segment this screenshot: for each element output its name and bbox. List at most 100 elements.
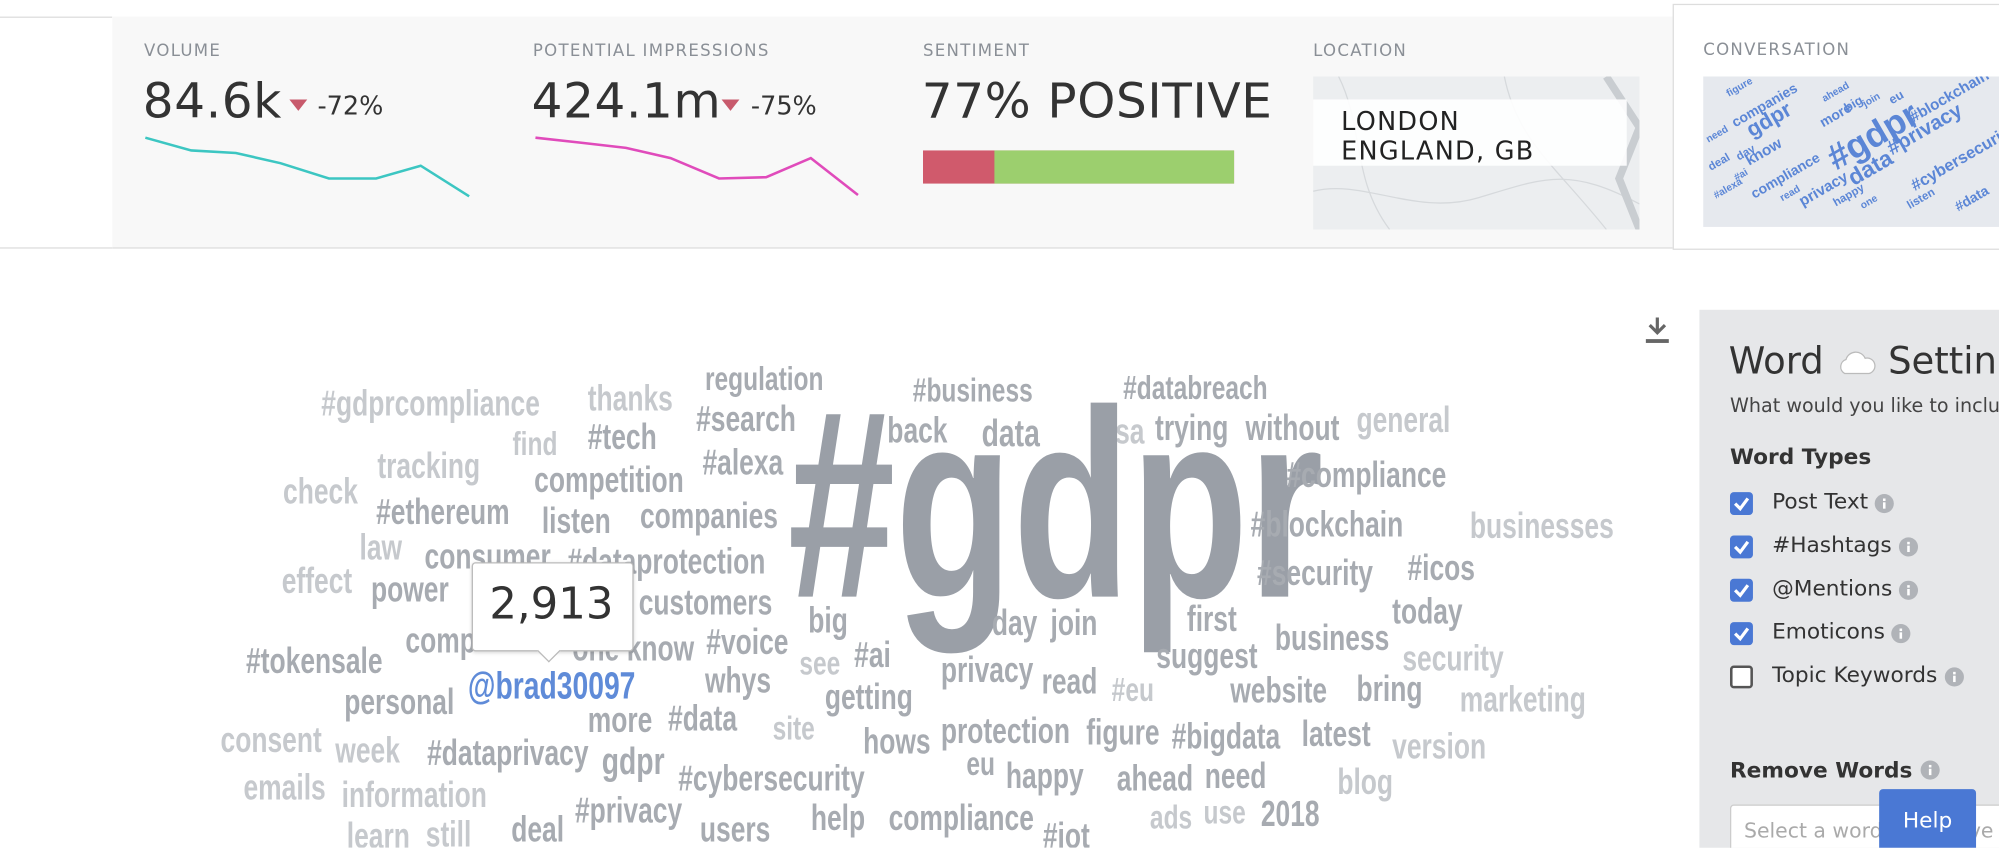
header-edge bbox=[0, 16, 113, 249]
cloud-word: gdpr bbox=[602, 741, 665, 783]
checkbox[interactable] bbox=[1729, 665, 1753, 689]
cloud-word: #tech bbox=[588, 417, 657, 457]
settings-title: Word Settings bbox=[1729, 339, 1999, 382]
cloud-word: getting bbox=[825, 677, 913, 717]
cloud-word: version bbox=[1392, 727, 1486, 767]
cloud-word: #icos bbox=[1407, 548, 1475, 588]
cloud-word: figure bbox=[1086, 713, 1159, 753]
info-dot bbox=[1953, 671, 1956, 675]
down-arrow bbox=[721, 99, 740, 111]
checkbox-label: @Mentions bbox=[1772, 576, 1893, 602]
cloud-word: check bbox=[283, 472, 358, 512]
cloud-word: emails bbox=[244, 768, 326, 808]
cloud-word: businesses bbox=[1470, 506, 1614, 546]
cloud-word: join bbox=[1050, 603, 1098, 643]
check bbox=[1733, 540, 1750, 555]
cloud-word: listen bbox=[542, 501, 611, 541]
info-icon bbox=[1920, 760, 1940, 780]
mini-word: deal bbox=[1706, 152, 1732, 174]
cloud-word: website bbox=[1229, 671, 1327, 711]
section-label: Word Types bbox=[1729, 444, 1872, 471]
cloud-word: blog bbox=[1337, 762, 1393, 802]
cloud-word: #tokensale bbox=[246, 641, 383, 681]
cloud-word: #databreach bbox=[1123, 371, 1267, 407]
cloud-word: see bbox=[799, 646, 840, 682]
word-cloud: #gdprcompliance thanks regulation #business… bbox=[221, 356, 1614, 848]
stat-label: SENTIMENT bbox=[923, 42, 1031, 62]
stat-label: VOLUME bbox=[144, 42, 222, 62]
stat-value: 424.1m bbox=[531, 72, 722, 129]
checkmark bbox=[1733, 540, 1750, 555]
cloud-word: find bbox=[512, 427, 557, 463]
cloud-word: business bbox=[1275, 618, 1389, 658]
location-line: LONDON bbox=[1341, 105, 1461, 137]
cloud-word: whys bbox=[704, 660, 771, 700]
cloud-word: regulation bbox=[705, 362, 823, 398]
cloud-word: #gdpr bbox=[788, 356, 1323, 654]
tooltip bbox=[471, 562, 634, 652]
help-button[interactable]: Help bbox=[1879, 789, 1977, 848]
cloud-word: #search bbox=[696, 399, 796, 439]
cloud-word: tracking bbox=[377, 446, 480, 486]
cloud-word: competition bbox=[534, 460, 684, 500]
cloud-word: today bbox=[1392, 592, 1463, 632]
mini-word: #data bbox=[1952, 182, 1992, 214]
stat-label: CONVERSATION bbox=[1703, 40, 1851, 60]
cloud-word: #ai bbox=[854, 635, 891, 675]
cloud-word: power bbox=[371, 570, 449, 610]
checkbox[interactable] bbox=[1729, 578, 1753, 602]
info-icon bbox=[1874, 494, 1894, 514]
location-box bbox=[1313, 99, 1627, 166]
cloud-word: #dataprivacy bbox=[427, 733, 589, 773]
cloud-word: effect bbox=[282, 561, 353, 601]
cloud-word: ads bbox=[1150, 800, 1192, 836]
info-i bbox=[1907, 588, 1910, 596]
checkbox[interactable] bbox=[1729, 492, 1753, 516]
cloud-word: law bbox=[360, 528, 403, 568]
cloud-word: #compliance bbox=[1286, 455, 1446, 495]
cloud-word: companies bbox=[640, 496, 778, 536]
cloud-word: information bbox=[342, 775, 487, 815]
stat-label: LOCATION bbox=[1313, 42, 1408, 62]
mini-word: figure bbox=[1725, 76, 1755, 99]
settings-subtitle: What would you like to include? bbox=[1729, 393, 1999, 417]
checkbox-label: #Hashtags bbox=[1772, 532, 1892, 559]
cloud-word: personal bbox=[344, 682, 454, 722]
stat-change: -75% bbox=[750, 90, 817, 122]
cloud-word: deal bbox=[511, 810, 564, 848]
info-icon bbox=[1944, 667, 1964, 687]
cloud-word: back bbox=[887, 411, 948, 451]
cloud-word: #bigdata bbox=[1172, 717, 1281, 757]
checkbox[interactable] bbox=[1729, 535, 1753, 559]
info-dot bbox=[1907, 541, 1910, 545]
cloud-word: #gdprcompliance bbox=[321, 384, 540, 424]
cloud-word: still bbox=[426, 815, 471, 848]
cloud-word: hows bbox=[863, 722, 930, 762]
info-dot bbox=[1882, 498, 1886, 502]
cloud-word: latest bbox=[1302, 714, 1371, 754]
settings-title-word: Word bbox=[1728, 339, 1824, 383]
mini-word: join bbox=[1860, 91, 1882, 110]
cloud-word: learn bbox=[347, 816, 410, 848]
cloud-word: #privacy bbox=[575, 790, 683, 830]
sparkline bbox=[535, 136, 859, 197]
section-label: Remove Words bbox=[1730, 759, 1940, 784]
mini-word: one bbox=[1859, 193, 1880, 212]
cloud-word: #alexa bbox=[702, 442, 783, 482]
download-icon[interactable] bbox=[1643, 315, 1671, 346]
checkmark bbox=[1733, 627, 1750, 642]
settings-title-rest: Settings bbox=[1888, 339, 1999, 383]
cloud-word: 2018 bbox=[1261, 794, 1320, 834]
mini-word: know bbox=[1743, 135, 1785, 169]
cloud-word: use bbox=[1203, 795, 1245, 831]
info-icon bbox=[1891, 624, 1911, 644]
cloud-word: #data bbox=[668, 699, 737, 739]
cloud-word: first bbox=[1187, 599, 1237, 639]
cloud-word: thanks bbox=[588, 379, 673, 419]
check bbox=[1733, 497, 1750, 512]
cloud-word: ahead bbox=[1117, 759, 1193, 799]
checkbox[interactable] bbox=[1729, 622, 1753, 646]
cloud-word: comp bbox=[405, 621, 475, 661]
